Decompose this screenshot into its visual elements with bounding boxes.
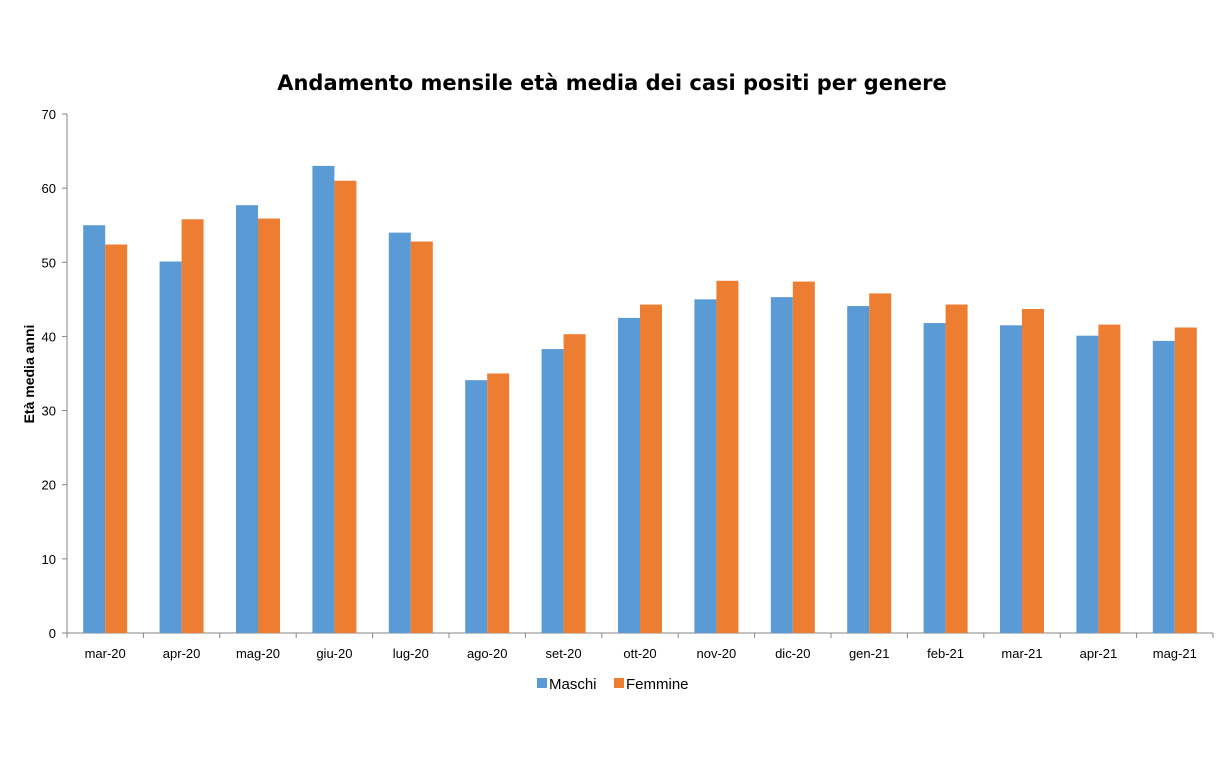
bar-maschi-set-20 — [541, 349, 564, 633]
bar-femmine-gen-21 — [869, 293, 892, 633]
legend-label-femmine: Femmine — [626, 676, 689, 693]
y-tick-label: 20 — [42, 478, 56, 493]
bar-maschi-lug-20 — [388, 232, 411, 633]
y-axis-label: Età media anni — [21, 325, 37, 424]
x-tick-label: apr-20 — [163, 646, 201, 661]
x-tick-label: set-20 — [546, 646, 582, 661]
bar-femmine-mag-20 — [258, 218, 280, 633]
y-tick-label: 60 — [42, 181, 56, 196]
x-tick-label: mar-20 — [85, 646, 126, 661]
legend-label-maschi: Maschi — [549, 676, 597, 693]
y-ticks: 0 10 20 30 40 50 60 70 — [42, 107, 67, 641]
bar-maschi-apr-20 — [159, 261, 182, 633]
bar-femmine-dic-20 — [792, 281, 815, 633]
bar-maschi-dic-20 — [770, 297, 793, 633]
bar-maschi-ago-20 — [465, 380, 488, 633]
x-tick-label: gen-21 — [849, 646, 889, 661]
bar-maschi-feb-21 — [923, 323, 946, 633]
bar-maschi-gen-21 — [847, 306, 870, 633]
y-tick-label: 0 — [49, 626, 56, 641]
bar-maschi-nov-20 — [694, 299, 717, 633]
chart-title: Andamento mensile età media dei casi pos… — [277, 71, 947, 95]
bar-femmine-apr-20 — [181, 219, 204, 634]
bar-femmine-lug-20 — [410, 241, 433, 634]
y-tick-label: 50 — [42, 255, 56, 270]
x-tick-label: feb-21 — [927, 646, 964, 661]
bar-femmine-mag-21 — [1174, 327, 1197, 633]
x-tick-label: mag-20 — [236, 646, 280, 661]
x-tick-label: apr-21 — [1080, 646, 1118, 661]
bar-maschi-ott-20 — [618, 317, 640, 633]
x-tick-label: giu-20 — [316, 646, 352, 661]
bar-femmine-apr-21 — [1098, 324, 1121, 633]
bar-maschi-giu-20 — [312, 165, 335, 633]
x-ticks: mar-20 apr-20 mag-20 giu-20 lug-20 ago-20 set-… — [66, 633, 1214, 661]
x-tick-label: nov-20 — [697, 646, 737, 661]
x-tick-label: ott-20 — [623, 646, 656, 661]
bar-maschi-mar-20 — [83, 225, 106, 633]
legend-swatch-femmine — [614, 678, 624, 688]
bar-maschi-mar-21 — [1000, 325, 1022, 633]
bar-femmine-ago-20 — [487, 373, 510, 633]
bar-femmine-nov-20 — [716, 280, 739, 633]
bar-maschi-apr-21 — [1076, 335, 1099, 633]
x-tick-label: mag-21 — [1153, 646, 1197, 661]
legend-swatch-maschi — [537, 678, 547, 688]
bar-maschi-mag-20 — [236, 205, 258, 633]
bar-maschi-mag-21 — [1152, 340, 1175, 633]
x-tick-label: dic-20 — [775, 646, 810, 661]
bar-femmine-mar-20 — [105, 244, 128, 633]
y-tick-label: 40 — [42, 329, 56, 344]
x-tick-label: lug-20 — [393, 646, 429, 661]
y-tick-label: 10 — [42, 552, 56, 567]
x-tick-label: mar-21 — [1001, 646, 1042, 661]
bar-femmine-feb-21 — [945, 304, 968, 633]
bar-femmine-giu-20 — [334, 180, 357, 633]
bar-femmine-ott-20 — [640, 304, 662, 633]
y-tick-label: 70 — [42, 107, 56, 122]
x-tick-label: ago-20 — [467, 646, 507, 661]
y-tick-label: 30 — [42, 404, 56, 419]
bar-femmine-set-20 — [563, 334, 586, 633]
bar-femmine-mar-21 — [1022, 308, 1044, 633]
legend: Maschi Femmine — [537, 676, 689, 693]
bars — [83, 165, 1197, 634]
